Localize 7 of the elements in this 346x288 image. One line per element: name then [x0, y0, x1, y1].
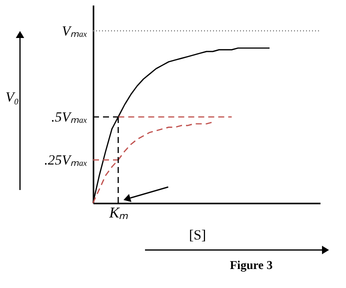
y-tick-label: .25Vₘₐₓ: [44, 153, 88, 168]
y-axis-title: V₀: [6, 90, 20, 106]
x-tick-label: Kₘ: [108, 206, 128, 222]
x-axis-title: [S]: [188, 228, 206, 244]
y-tick-label: Vₘₐₓ: [62, 24, 88, 40]
y-tick-label: .5Vₘₐₓ: [51, 110, 88, 126]
text: Figure 3: [230, 258, 273, 272]
